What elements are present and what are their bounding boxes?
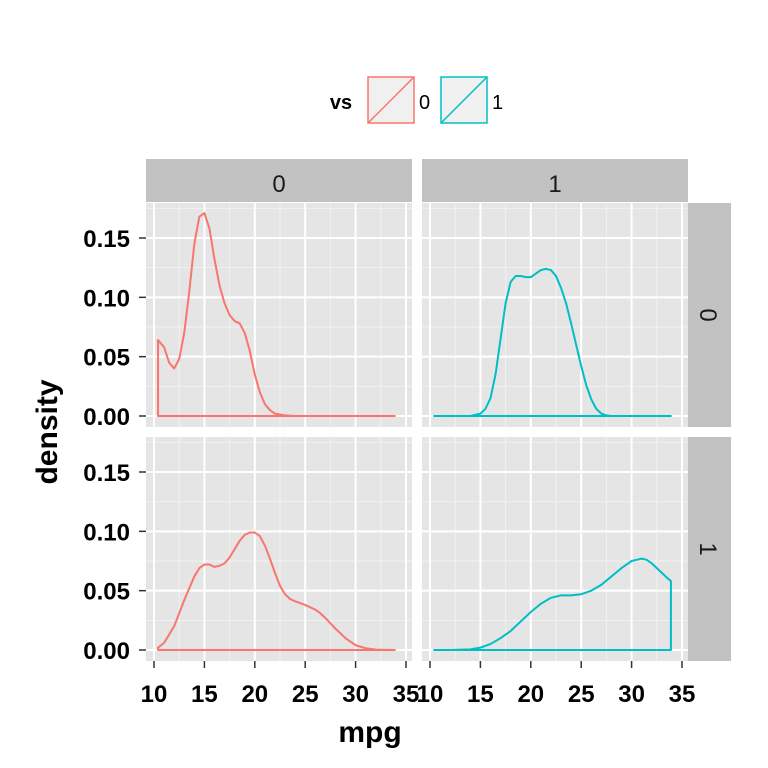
panel-r0-c1	[422, 203, 688, 427]
x-tick-label-c1-5: 35	[669, 681, 696, 708]
x-tick-label-c1-3: 25	[568, 681, 595, 708]
y-tick-label-r1-3: 0.15	[83, 460, 130, 487]
density-curve-r0-c1	[433, 267, 672, 417]
y-tick-label-r1-1: 0.05	[83, 579, 130, 606]
x-tick-label-c0-3: 25	[292, 681, 319, 708]
x-tick-label-c1-2: 20	[517, 681, 544, 708]
facet-panels	[146, 203, 688, 661]
panel-background	[146, 437, 412, 661]
x-tick-label-c0-0: 10	[141, 681, 168, 708]
legend-key-line-1	[440, 76, 488, 124]
y-tick-label-r1-2: 0.10	[83, 519, 130, 546]
legend-item-vs-1: 1	[440, 76, 503, 124]
y-tick-label-r0-2: 0.10	[83, 285, 130, 312]
legend-label-0: 0	[419, 92, 430, 114]
facet-col-strip-1: 1	[422, 159, 688, 202]
y-axis-title: density	[31, 379, 64, 484]
density-curve-r1-c0	[157, 531, 396, 651]
y-tick-label-r0-0: 0.00	[83, 404, 130, 431]
legend-key-line-0	[367, 76, 415, 124]
x-tick-label-c0-1: 15	[191, 681, 218, 708]
facet-row-strip-0: 0	[688, 203, 731, 427]
x-axis-title: mpg	[338, 716, 401, 749]
density-curve-r0-c0	[157, 212, 396, 417]
facet-row-label-0: 0	[694, 308, 721, 321]
y-axis: 0.00 0.05 0.10 0.15 0.00 0.05 0.10 0.15	[83, 226, 146, 665]
legend-title: vs	[330, 92, 352, 114]
panel-background	[422, 203, 688, 427]
x-tick-label-c0-4: 30	[342, 681, 369, 708]
x-tick-label-c1-0: 10	[417, 681, 444, 708]
x-tick-label-c0-5: 35	[393, 681, 420, 708]
facet-row-label-1: 1	[694, 542, 721, 555]
facet-col-label-1: 1	[548, 171, 561, 198]
y-tick-label-r1-0: 0.00	[83, 638, 130, 665]
y-tick-label-r0-3: 0.15	[83, 226, 130, 253]
facet-row-strip-1: 1	[688, 437, 731, 661]
facet-col-label-0: 0	[272, 171, 285, 198]
legend-label-1: 1	[492, 92, 503, 114]
facet-col-strip-0: 0	[146, 159, 412, 202]
x-tick-label-c1-4: 30	[618, 681, 645, 708]
legend: vs 0 1	[330, 76, 503, 124]
x-axis: 10 15 20 25 30 35 10 15 20 25 30 35	[141, 661, 696, 708]
panel-background	[146, 203, 412, 427]
panel-r1-c1	[422, 437, 688, 661]
panel-r1-c0	[146, 437, 412, 661]
panel-r0-c0	[146, 203, 412, 427]
legend-item-vs-0: 0	[367, 76, 430, 124]
y-tick-label-r0-1: 0.05	[83, 345, 130, 372]
panel-background	[422, 437, 688, 661]
x-tick-label-c1-1: 15	[467, 681, 494, 708]
x-tick-label-c0-2: 20	[241, 681, 268, 708]
density-curve-r1-c1	[433, 557, 672, 651]
